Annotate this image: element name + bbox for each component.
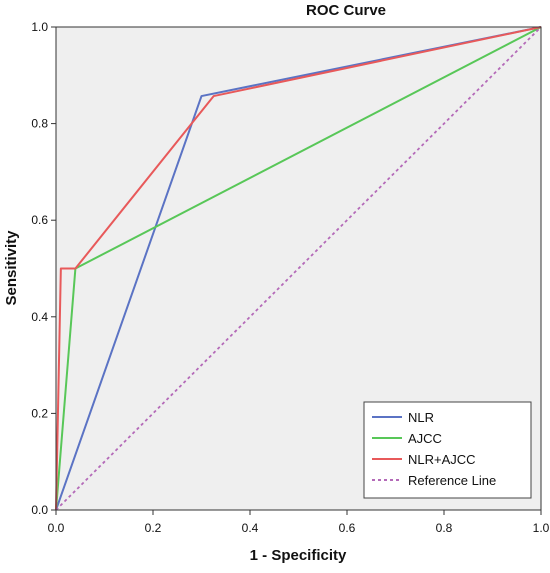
legend-label: NLR: [408, 410, 434, 425]
x-axis-label: 1 - Specificity: [250, 547, 347, 564]
legend: NLR AJCC NLR+AJCC Reference Line: [363, 401, 532, 499]
y-tick-label: 0.0: [31, 503, 48, 517]
x-tick-label: 0.4: [242, 521, 259, 535]
y-tick-label: 1.0: [31, 20, 48, 34]
series-line-nlr-ajcc: [55, 26, 542, 511]
y-tick-label: 0.8: [31, 117, 48, 131]
x-tick-label: 0.0: [48, 521, 65, 535]
x-tick-label: 0.6: [339, 521, 356, 535]
x-tick-label: 1.0: [533, 521, 550, 535]
x-tick-label: 0.2: [145, 521, 162, 535]
plot-frame: [55, 26, 542, 511]
y-tick-label: 0.2: [31, 406, 48, 420]
legend-label: AJCC: [408, 431, 442, 446]
y-tick-label: 0.4: [31, 310, 48, 324]
axes-layer: 0.0 0.2 0.4 0.6 0.8 1.0 0.0 0.2 0.4 0.6 0.8 1.0: [31, 20, 549, 535]
legend-label: NLR+AJCC: [408, 452, 476, 467]
y-tick-label: 0.6: [31, 213, 48, 227]
x-tick-label: 0.8: [436, 521, 453, 535]
series-layer: [55, 26, 542, 511]
y-axis-label: Sensitivity: [3, 230, 20, 306]
series-line-reference-line: [55, 26, 542, 511]
legend-label: Reference Line: [408, 473, 496, 488]
chart-title: ROC Curve: [306, 2, 386, 19]
